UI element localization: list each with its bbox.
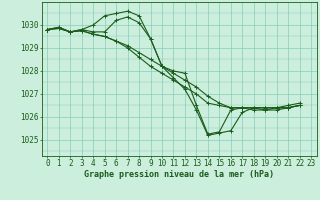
X-axis label: Graphe pression niveau de la mer (hPa): Graphe pression niveau de la mer (hPa) xyxy=(84,170,274,179)
